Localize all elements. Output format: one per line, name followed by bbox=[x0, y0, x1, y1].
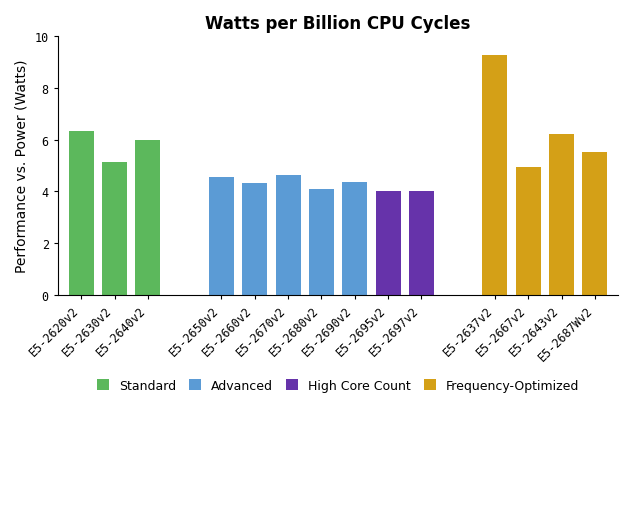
Bar bbox=[375, 192, 401, 295]
Bar bbox=[583, 152, 607, 295]
Bar bbox=[209, 177, 234, 295]
Bar bbox=[342, 182, 367, 295]
Legend: Standard, Advanced, High Core Count, Frequency-Optimized: Standard, Advanced, High Core Count, Fre… bbox=[92, 374, 585, 397]
Bar bbox=[409, 191, 434, 295]
Bar bbox=[549, 135, 574, 295]
Title: Watts per Billion CPU Cycles: Watts per Billion CPU Cycles bbox=[205, 15, 471, 33]
Bar bbox=[276, 176, 301, 295]
Bar bbox=[309, 189, 334, 295]
Bar bbox=[515, 168, 541, 295]
Bar bbox=[102, 163, 127, 295]
Y-axis label: Performance vs. Power (Watts): Performance vs. Power (Watts) bbox=[15, 60, 29, 273]
Bar bbox=[242, 183, 267, 295]
Bar bbox=[482, 56, 507, 295]
Bar bbox=[68, 132, 94, 295]
Bar bbox=[136, 141, 160, 295]
